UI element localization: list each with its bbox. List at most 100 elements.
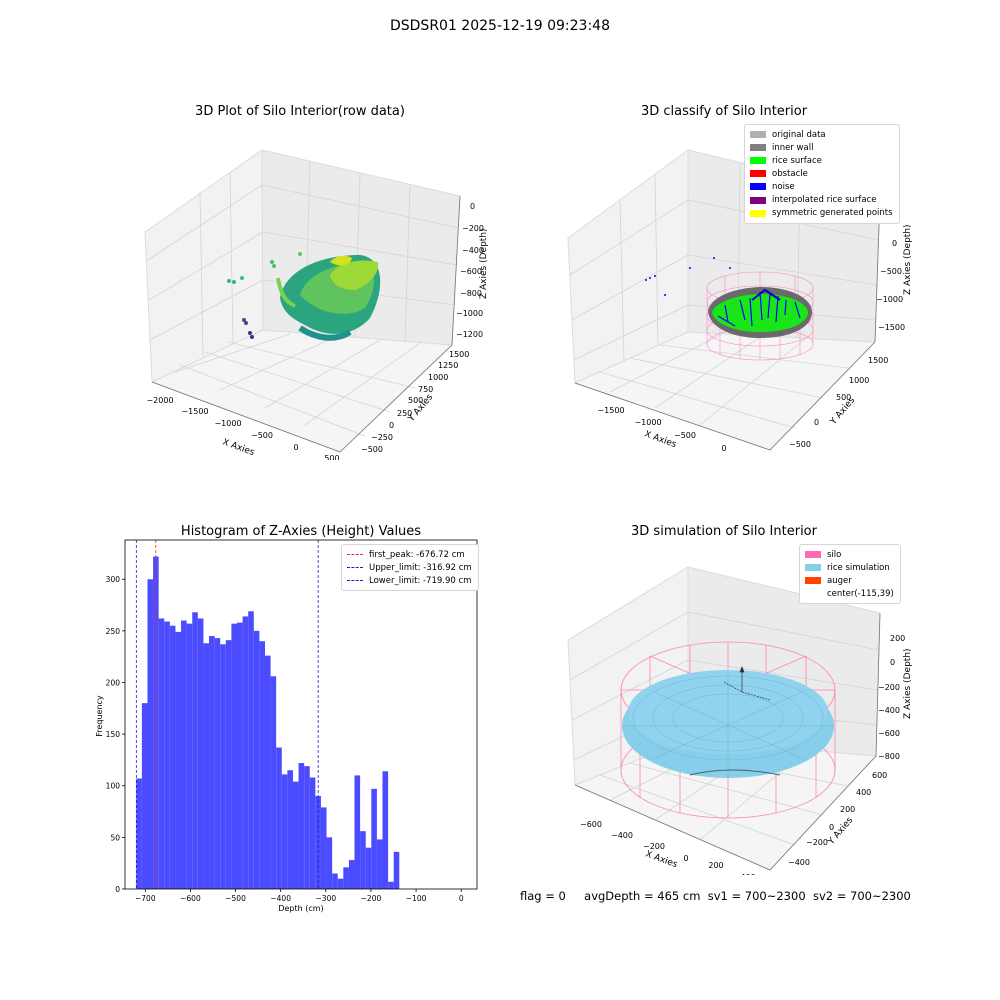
histogram-bar — [225, 640, 232, 889]
legend-label: symmetric generated points — [772, 208, 893, 219]
panel1-point-cloud — [227, 252, 381, 341]
panel1-x-tick: −1500 — [181, 407, 208, 416]
legend-label: auger — [827, 575, 852, 586]
panel4-z-ticks: 200 0 −200 −400 −600 −800 — [878, 634, 905, 761]
legend-item-obstacle: obstacle — [750, 167, 893, 180]
histogram-vlines — [135, 540, 319, 889]
legend-swatch — [750, 157, 766, 165]
legend-line — [347, 580, 363, 582]
panel2-x-tick: −1500 — [597, 406, 624, 415]
histogram-x-label: Depth (cm) — [278, 904, 323, 913]
panel2-z-tick: −1500 — [878, 323, 905, 332]
panel4-3d-axes: −600 −400 −200 0 200 400 X Axies −400 −2… — [567, 566, 913, 875]
histogram-legend: first_peak: -676.72 cm Upper_limit: -316… — [341, 544, 479, 592]
status-avg-depth: avgDepth = 465 cm — [584, 889, 701, 903]
panel4-title: 3D simulation of Silo Interior — [631, 524, 817, 539]
histogram-bar — [186, 623, 193, 889]
histogram-bar — [242, 616, 249, 889]
histogram-y-ticks: 0 50 100 150 200 250 300 — [106, 575, 125, 894]
panel4-x-tick: −600 — [580, 820, 602, 829]
panel4-rice-surface — [622, 670, 834, 778]
panel2-z-label: Z Axies (Depth) — [903, 224, 913, 295]
panel2-z-ticks: 0 −500 −1000 −1500 — [876, 239, 905, 332]
status-flag: flag = 0 — [520, 889, 566, 903]
panel1-3d-axes: −2000 −1500 −1000 −500 0 500 X Axies −50… — [144, 149, 489, 460]
legend-item-rice-surface: rice surface — [750, 154, 893, 167]
panel1-z-tick: −400 — [462, 246, 484, 255]
panel2-y-ticks: −500 0 500 1000 1500 — [789, 356, 888, 449]
histogram-bar — [376, 839, 383, 889]
legend-item-silo: silo — [805, 548, 894, 561]
panel1-y-tick: 0 — [389, 421, 394, 430]
legend-label: rice surface — [772, 155, 822, 166]
histogram-chart: −700 −600 −500 −400 −300 −200 −100 0 0 50 100 150 2… — [95, 539, 478, 913]
histogram-bar — [259, 641, 265, 889]
panel1-x-tick: −500 — [251, 431, 273, 440]
histogram-x-tick-label: −200 — [361, 894, 382, 903]
histogram-y-label: Frequency — [95, 695, 104, 737]
legend-item-upper-limit: Upper_limit: -316.92 cm — [347, 561, 472, 574]
legend-swatch — [750, 144, 766, 152]
panel4-z-tick: −600 — [878, 729, 900, 738]
panel4-x-tick: −400 — [611, 831, 633, 840]
legend-item-interpolated: interpolated rice surface — [750, 193, 893, 206]
panel1-x-ticks: −2000 −1500 −1000 −500 0 500 — [146, 396, 339, 460]
legend-line — [347, 567, 363, 569]
legend-label: interpolated rice surface — [772, 195, 877, 206]
histogram-bar — [343, 867, 349, 889]
panel4-x-label: X Axies — [644, 849, 679, 870]
legend-label: obstacle — [772, 168, 808, 179]
legend-item-symmetric: symmetric generated points — [750, 207, 893, 220]
histogram-bar — [147, 579, 154, 889]
panel2-z-tick: 0 — [892, 239, 897, 248]
histogram-x-tick-label: −600 — [180, 894, 201, 903]
panel2-y-tick: 1000 — [849, 376, 869, 385]
histogram-bar — [164, 621, 170, 889]
legend-label: first_peak: -676.72 cm — [369, 549, 465, 560]
panel2-x-ticks: −1500 −1000 −500 0 — [597, 406, 726, 453]
panel1-y-tick: 1000 — [428, 373, 448, 382]
panel1-y-tick: 500 — [408, 396, 423, 405]
panel2-x-label: X Axies — [643, 429, 678, 450]
histogram-bar — [237, 622, 243, 889]
status-sv2: sv2 = 700~2300 — [812, 889, 911, 903]
panel4-z-tick: −800 — [878, 752, 900, 761]
histogram-bar — [175, 631, 182, 889]
histogram-y-tick-label: 0 — [115, 885, 120, 894]
panel4-x-ticks: −600 −400 −200 0 200 400 — [580, 820, 756, 875]
legend-swatch — [750, 183, 766, 191]
legend-label: Lower_limit: -719.90 cm — [369, 575, 472, 586]
panel1-x-label: X Axies — [221, 437, 256, 458]
panel2-z-tick: −1000 — [876, 295, 903, 304]
panel2-y-tick: 500 — [836, 393, 851, 402]
histogram-bar — [264, 655, 271, 889]
histogram-y-tick-label: 200 — [106, 678, 121, 687]
panel1-y-tick: 1250 — [438, 361, 458, 370]
panel1-x-tick: −1000 — [214, 419, 241, 428]
legend-item-noise: noise — [750, 180, 893, 193]
histogram-bar — [141, 703, 148, 889]
panel4-z-tick: −400 — [878, 706, 900, 715]
histogram-frame — [124, 539, 478, 890]
histogram-bar — [169, 625, 176, 889]
histogram-y-tick-label: 100 — [106, 782, 121, 791]
legend-label: center(-115,39) — [827, 588, 894, 599]
panel4-x-tick: 400 — [740, 873, 755, 875]
histogram-bar — [197, 618, 204, 889]
panel4-legend: silo rice simulation auger center(-115,3… — [799, 544, 901, 605]
histogram-bar — [388, 881, 394, 889]
histogram-bar — [231, 623, 238, 889]
panel4-y-tick: 0 — [829, 823, 834, 832]
legend-swatch — [750, 196, 766, 204]
histogram-x-tick-label: −100 — [406, 894, 427, 903]
panel1-x-tick: 0 — [293, 443, 298, 452]
panel4-z-tick: 0 — [890, 658, 895, 667]
panel1-y-tick: 250 — [397, 409, 412, 418]
legend-label: Upper_limit: -316.92 cm — [369, 562, 472, 573]
histogram-y-tick-label: 150 — [106, 730, 121, 739]
panel1-y-tick: −250 — [371, 433, 393, 442]
panel4-y-tick: 200 — [840, 805, 855, 814]
panel2-z-tick: −500 — [880, 267, 902, 276]
panel2-y-tick: 1500 — [868, 356, 888, 365]
legend-item-lower-limit: Lower_limit: -719.90 cm — [347, 574, 472, 587]
